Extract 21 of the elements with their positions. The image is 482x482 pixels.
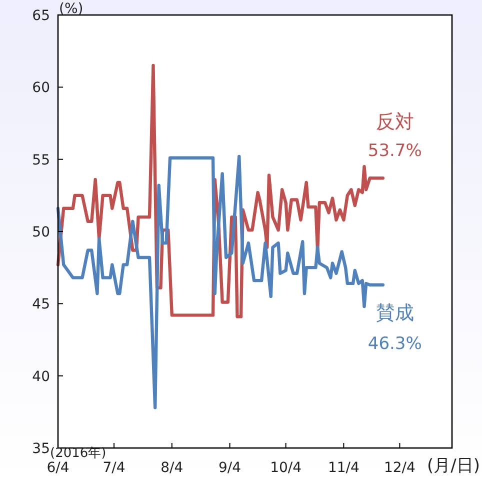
x-tick-label: 11/4 xyxy=(328,460,360,476)
annotation: 53.7% xyxy=(368,141,422,162)
x-tick-label: 12/4 xyxy=(384,460,416,476)
annotation: 46.3% xyxy=(368,334,422,354)
x-tick-label: 9/4 xyxy=(218,460,242,476)
y-tick-label: 35 xyxy=(32,441,50,457)
y-tick-label: 50 xyxy=(32,224,50,240)
x-tick-label: 6/4 xyxy=(46,460,70,476)
y-axis-title: (%) xyxy=(59,1,84,17)
x-tick-label: 7/4 xyxy=(102,460,126,476)
y-tick-label: 45 xyxy=(32,296,50,313)
x-tick-label: 8/4 xyxy=(160,460,184,476)
series-label: 反対 xyxy=(376,111,414,134)
x-axis-title: (月/日) xyxy=(427,456,480,476)
series-label: 賛成 xyxy=(376,302,414,324)
annotation: (2016年) xyxy=(50,446,106,461)
y-tick-label: 40 xyxy=(32,368,50,385)
y-tick-label: 55 xyxy=(32,152,50,168)
y-tick-label: 60 xyxy=(32,80,50,96)
y-tick-label: 65 xyxy=(32,8,50,24)
x-tick-label: 10/4 xyxy=(270,460,302,476)
